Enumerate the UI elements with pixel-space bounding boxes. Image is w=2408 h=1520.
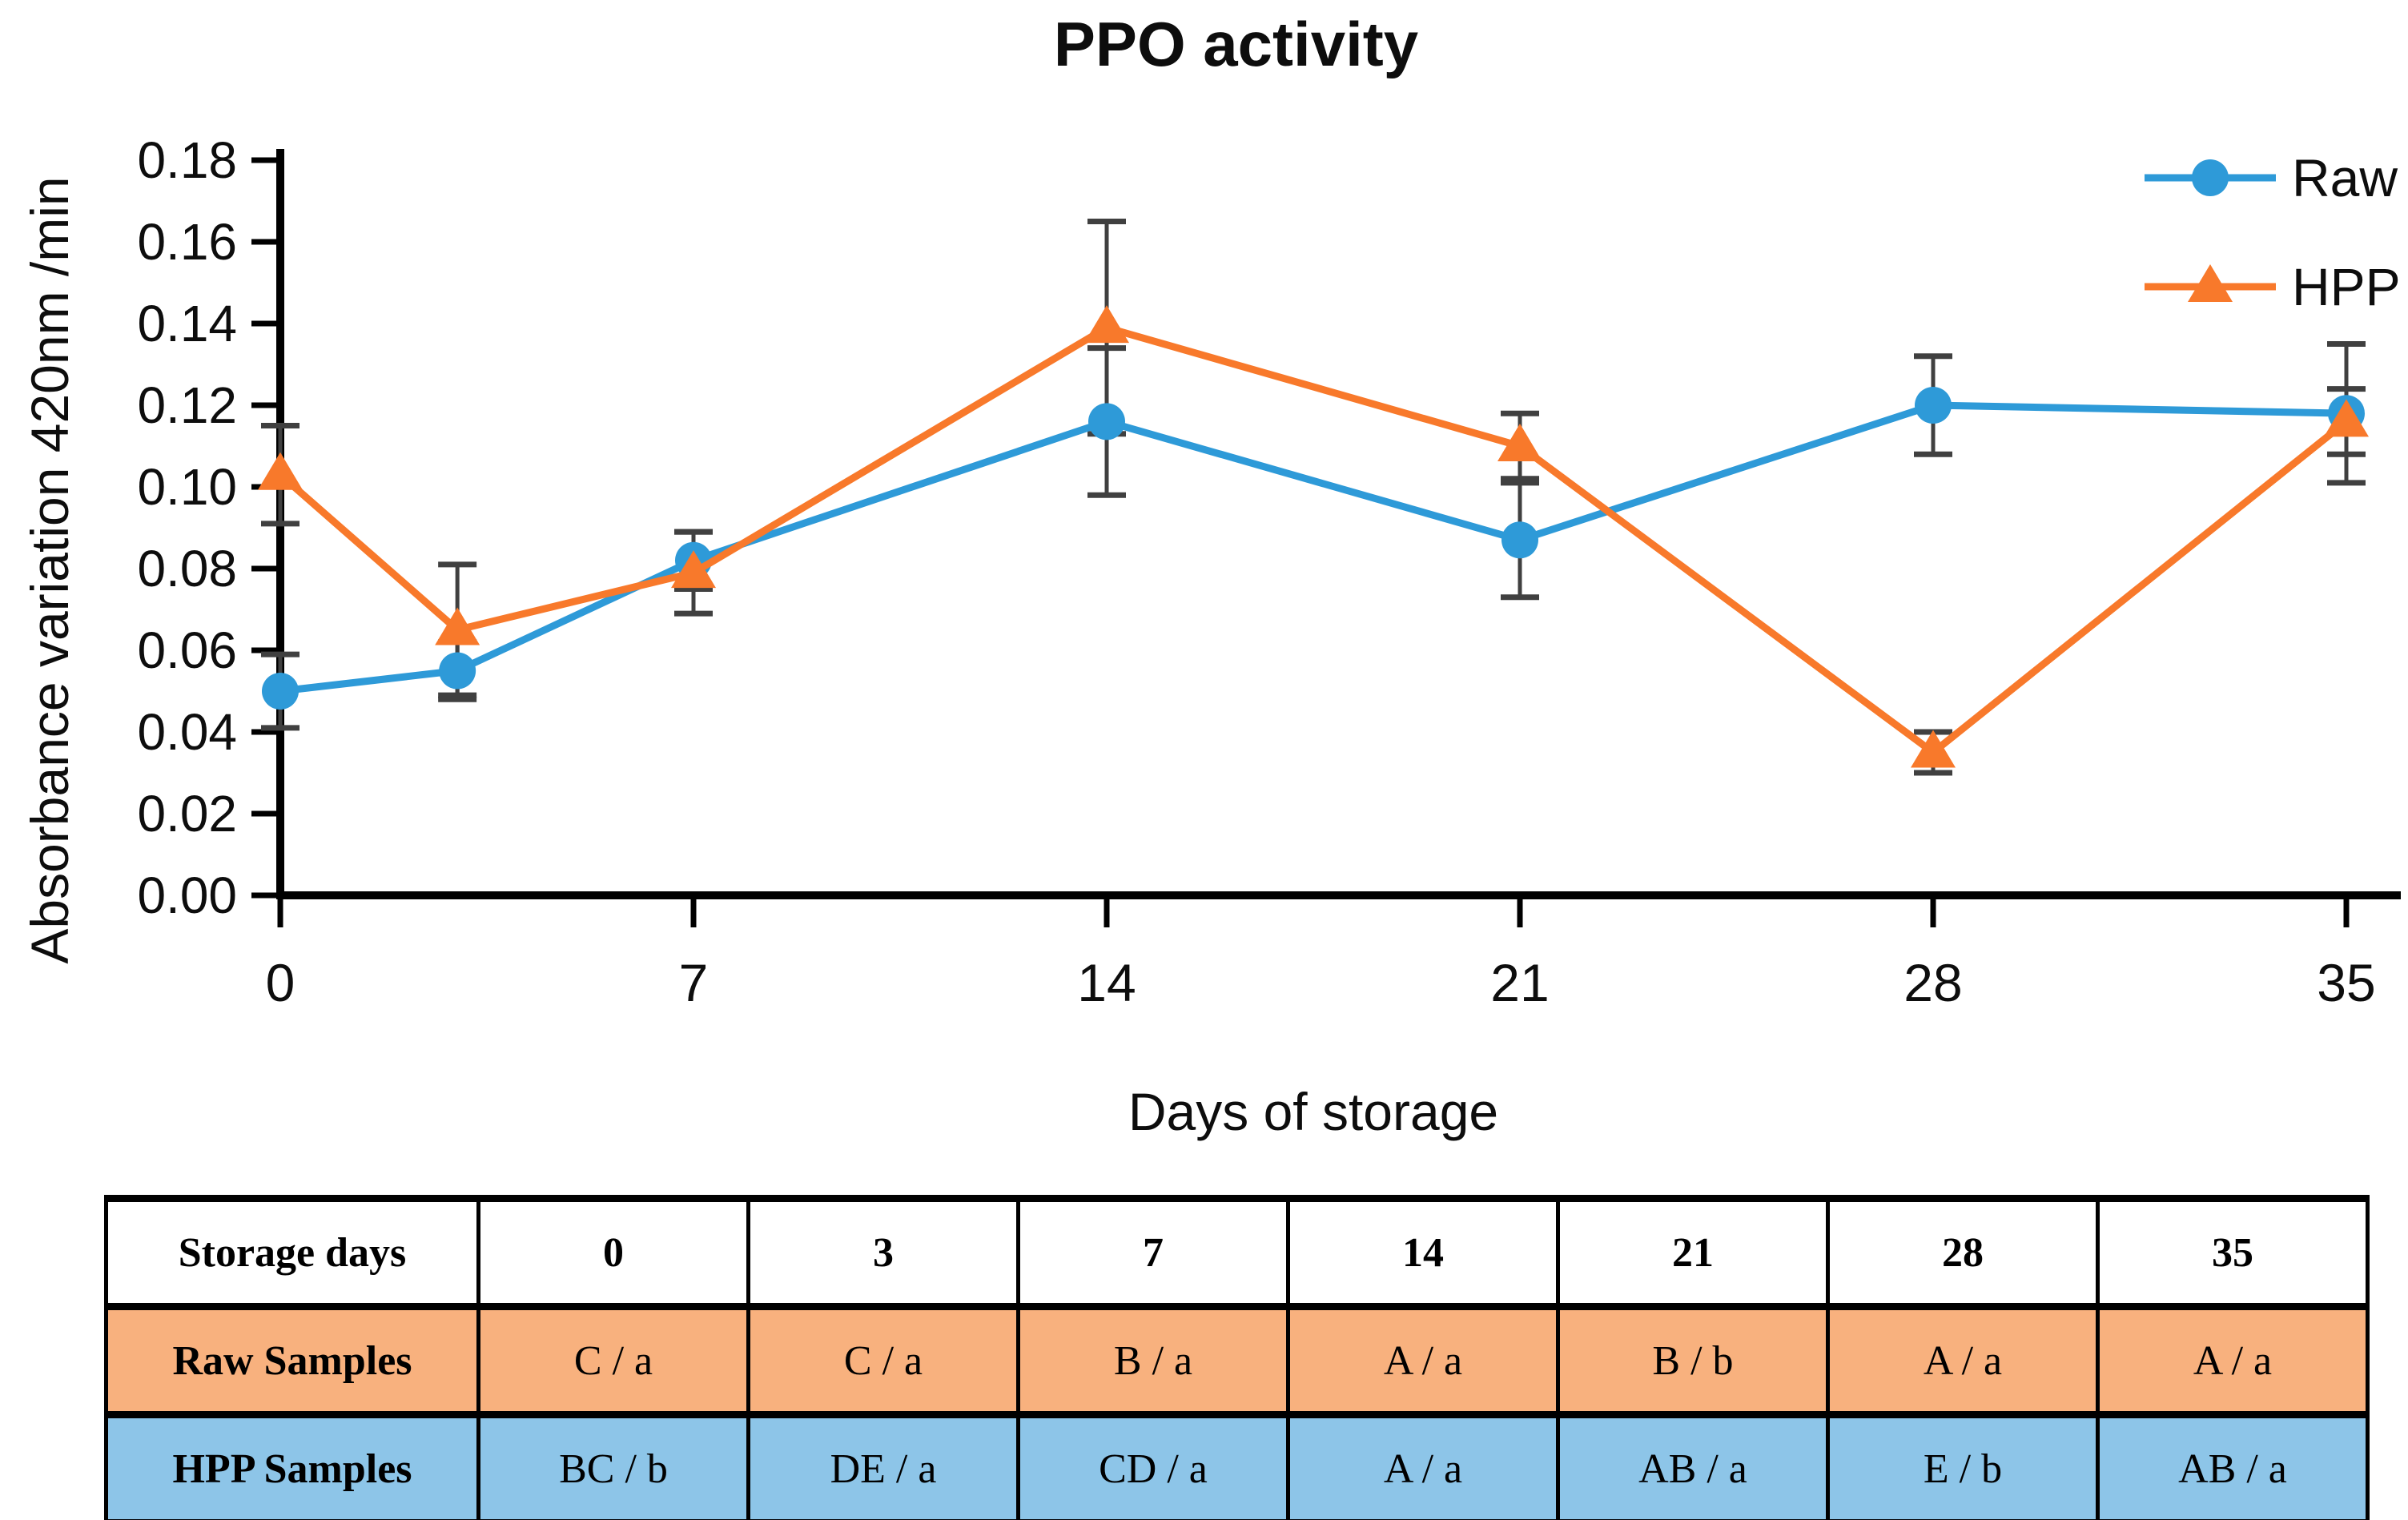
- x-tick-label: 7: [679, 953, 709, 1012]
- x-tick-label: 21: [1490, 953, 1549, 1012]
- x-axis-title: Days of storage: [1128, 1082, 1499, 1141]
- hpp-marker-day-35: [2324, 399, 2369, 437]
- y-tick-label: 0.04: [137, 703, 237, 761]
- hpp-marker-day-0: [258, 452, 303, 490]
- hpp-marker-day-14: [1084, 305, 1129, 344]
- significance-table: Storage days 0 3 7 14 21 28 35 Raw Samples C / a…: [104, 1195, 2370, 1520]
- x-tick-label: 0: [266, 953, 295, 1012]
- raw-marker-day-28: [1915, 387, 1952, 424]
- table-cell: A / a: [1286, 1303, 1560, 1418]
- x-tick-label: 28: [1903, 953, 1962, 1012]
- y-tick-label: 0.02: [137, 785, 237, 842]
- legend-item-raw: Raw: [2145, 148, 2398, 207]
- table-header-cell: 3: [746, 1195, 1020, 1310]
- table-cell: B / a: [1016, 1303, 1290, 1418]
- raw-marker-day-3: [439, 652, 476, 690]
- hpp-marker-day-28: [1911, 730, 1956, 768]
- legend-circle-marker-icon: [2192, 159, 2229, 196]
- y-tick-label: 0.06: [137, 621, 237, 679]
- y-tick-label: 0.00: [137, 867, 237, 924]
- legend-label: Raw: [2292, 148, 2398, 207]
- table-cell: C / a: [476, 1303, 750, 1418]
- ppo-activity-line-chart: 0.00 0.02 0.04 0.06 0.08 0.10 0.12 0.14 0.16 0.18…: [137, 131, 2401, 1012]
- table-cell: AB / a: [2096, 1411, 2370, 1520]
- y-tick-label: 0.10: [137, 458, 237, 516]
- x-tick-label: 35: [2317, 953, 2375, 1012]
- table-cell: BC / b: [476, 1411, 750, 1520]
- table-cell: A / a: [1826, 1303, 2100, 1418]
- legend-triangle-marker-icon: [2188, 264, 2233, 302]
- hpp-series-line: [276, 324, 2350, 756]
- hpp-series: [258, 305, 2369, 768]
- table-cell: DE / a: [746, 1411, 1020, 1520]
- raw-series: [262, 387, 2365, 710]
- hpp-marker-day-3: [435, 607, 480, 645]
- raw-marker-day-21: [1501, 521, 1538, 559]
- error-bars: [261, 219, 2366, 776]
- legend-item-hpp: HPP: [2145, 257, 2401, 316]
- hpp-marker-day-7: [671, 550, 716, 589]
- raw-series-line: [276, 401, 2350, 695]
- table-cell: E / b: [1826, 1411, 2100, 1520]
- y-tick-label: 0.12: [137, 376, 237, 434]
- y-tick-label: 0.08: [137, 540, 237, 597]
- y-tick-label: 0.18: [137, 131, 237, 189]
- axes: 0.00 0.02 0.04 0.06 0.08 0.10 0.12 0.14 0.16 0.18…: [137, 131, 2401, 1012]
- y-axis-title: Absorbance variation 420nm /min: [20, 176, 79, 964]
- chart-title: PPO activity: [1053, 9, 1419, 79]
- table-cell: B / b: [1556, 1303, 1830, 1418]
- table-cell: A / a: [1286, 1411, 1560, 1520]
- table-cell: A / a: [2096, 1303, 2370, 1418]
- raw-marker-day-14: [1088, 403, 1125, 440]
- legend-label: HPP: [2292, 257, 2401, 316]
- table-header-cell: 0: [476, 1195, 750, 1310]
- table-cell: CD / a: [1016, 1411, 1290, 1520]
- y-tick-label: 0.14: [137, 295, 237, 352]
- table-header-cell: 7: [1016, 1195, 1290, 1310]
- row-label: Raw Samples: [104, 1303, 480, 1418]
- table-header-label: Storage days: [104, 1195, 480, 1310]
- hpp-marker-day-21: [1497, 424, 1542, 461]
- table-header-cell: 28: [1826, 1195, 2100, 1310]
- y-tick-label: 0.16: [137, 213, 237, 271]
- table-header-cell: 35: [2096, 1195, 2370, 1310]
- table-header-row: Storage days 0 3 7 14 21 28 35: [104, 1195, 2370, 1310]
- legend: Raw HPP: [2145, 148, 2401, 316]
- table-header-cell: 21: [1556, 1195, 1830, 1310]
- raw-marker-day-0: [262, 673, 299, 710]
- row-label: HPP Samples: [104, 1411, 480, 1520]
- table-cell: AB / a: [1556, 1411, 1830, 1520]
- table-cell: C / a: [746, 1303, 1020, 1418]
- x-tick-label: 14: [1077, 953, 1136, 1012]
- table-header-cell: 14: [1286, 1195, 1560, 1310]
